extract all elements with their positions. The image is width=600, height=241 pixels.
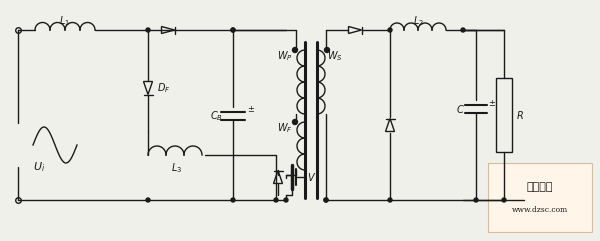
Text: $D_F$: $D_F$ [157,81,171,95]
Circle shape [325,47,329,53]
Text: $W_F$: $W_F$ [277,121,293,135]
Circle shape [293,120,298,125]
Text: 维库一下: 维库一下 [527,182,553,192]
Circle shape [474,198,478,202]
Text: www.dzsc.com: www.dzsc.com [512,206,568,214]
Circle shape [388,28,392,32]
Circle shape [274,198,278,202]
Circle shape [231,28,235,32]
Text: $R$: $R$ [516,109,524,121]
Text: $W_S$: $W_S$ [327,49,343,63]
Circle shape [231,198,235,202]
Text: $V$: $V$ [307,171,317,183]
Text: $W_P$: $W_P$ [277,49,293,63]
Text: $\pm$: $\pm$ [488,98,496,108]
Circle shape [324,198,328,202]
Text: $L_1$: $L_1$ [59,14,71,28]
Circle shape [461,28,465,32]
Circle shape [146,28,150,32]
Circle shape [502,198,506,202]
Circle shape [324,198,328,202]
Text: $L_3$: $L_3$ [171,161,182,175]
Text: $C$: $C$ [455,103,464,115]
Circle shape [284,198,288,202]
Text: $L_2$: $L_2$ [413,14,424,28]
Circle shape [293,47,298,53]
FancyBboxPatch shape [488,163,592,232]
Text: $U_i$: $U_i$ [33,160,45,174]
Circle shape [231,28,235,32]
Circle shape [146,198,150,202]
Circle shape [388,198,392,202]
Text: $C_B$: $C_B$ [211,109,224,123]
Text: $\pm$: $\pm$ [247,104,255,114]
